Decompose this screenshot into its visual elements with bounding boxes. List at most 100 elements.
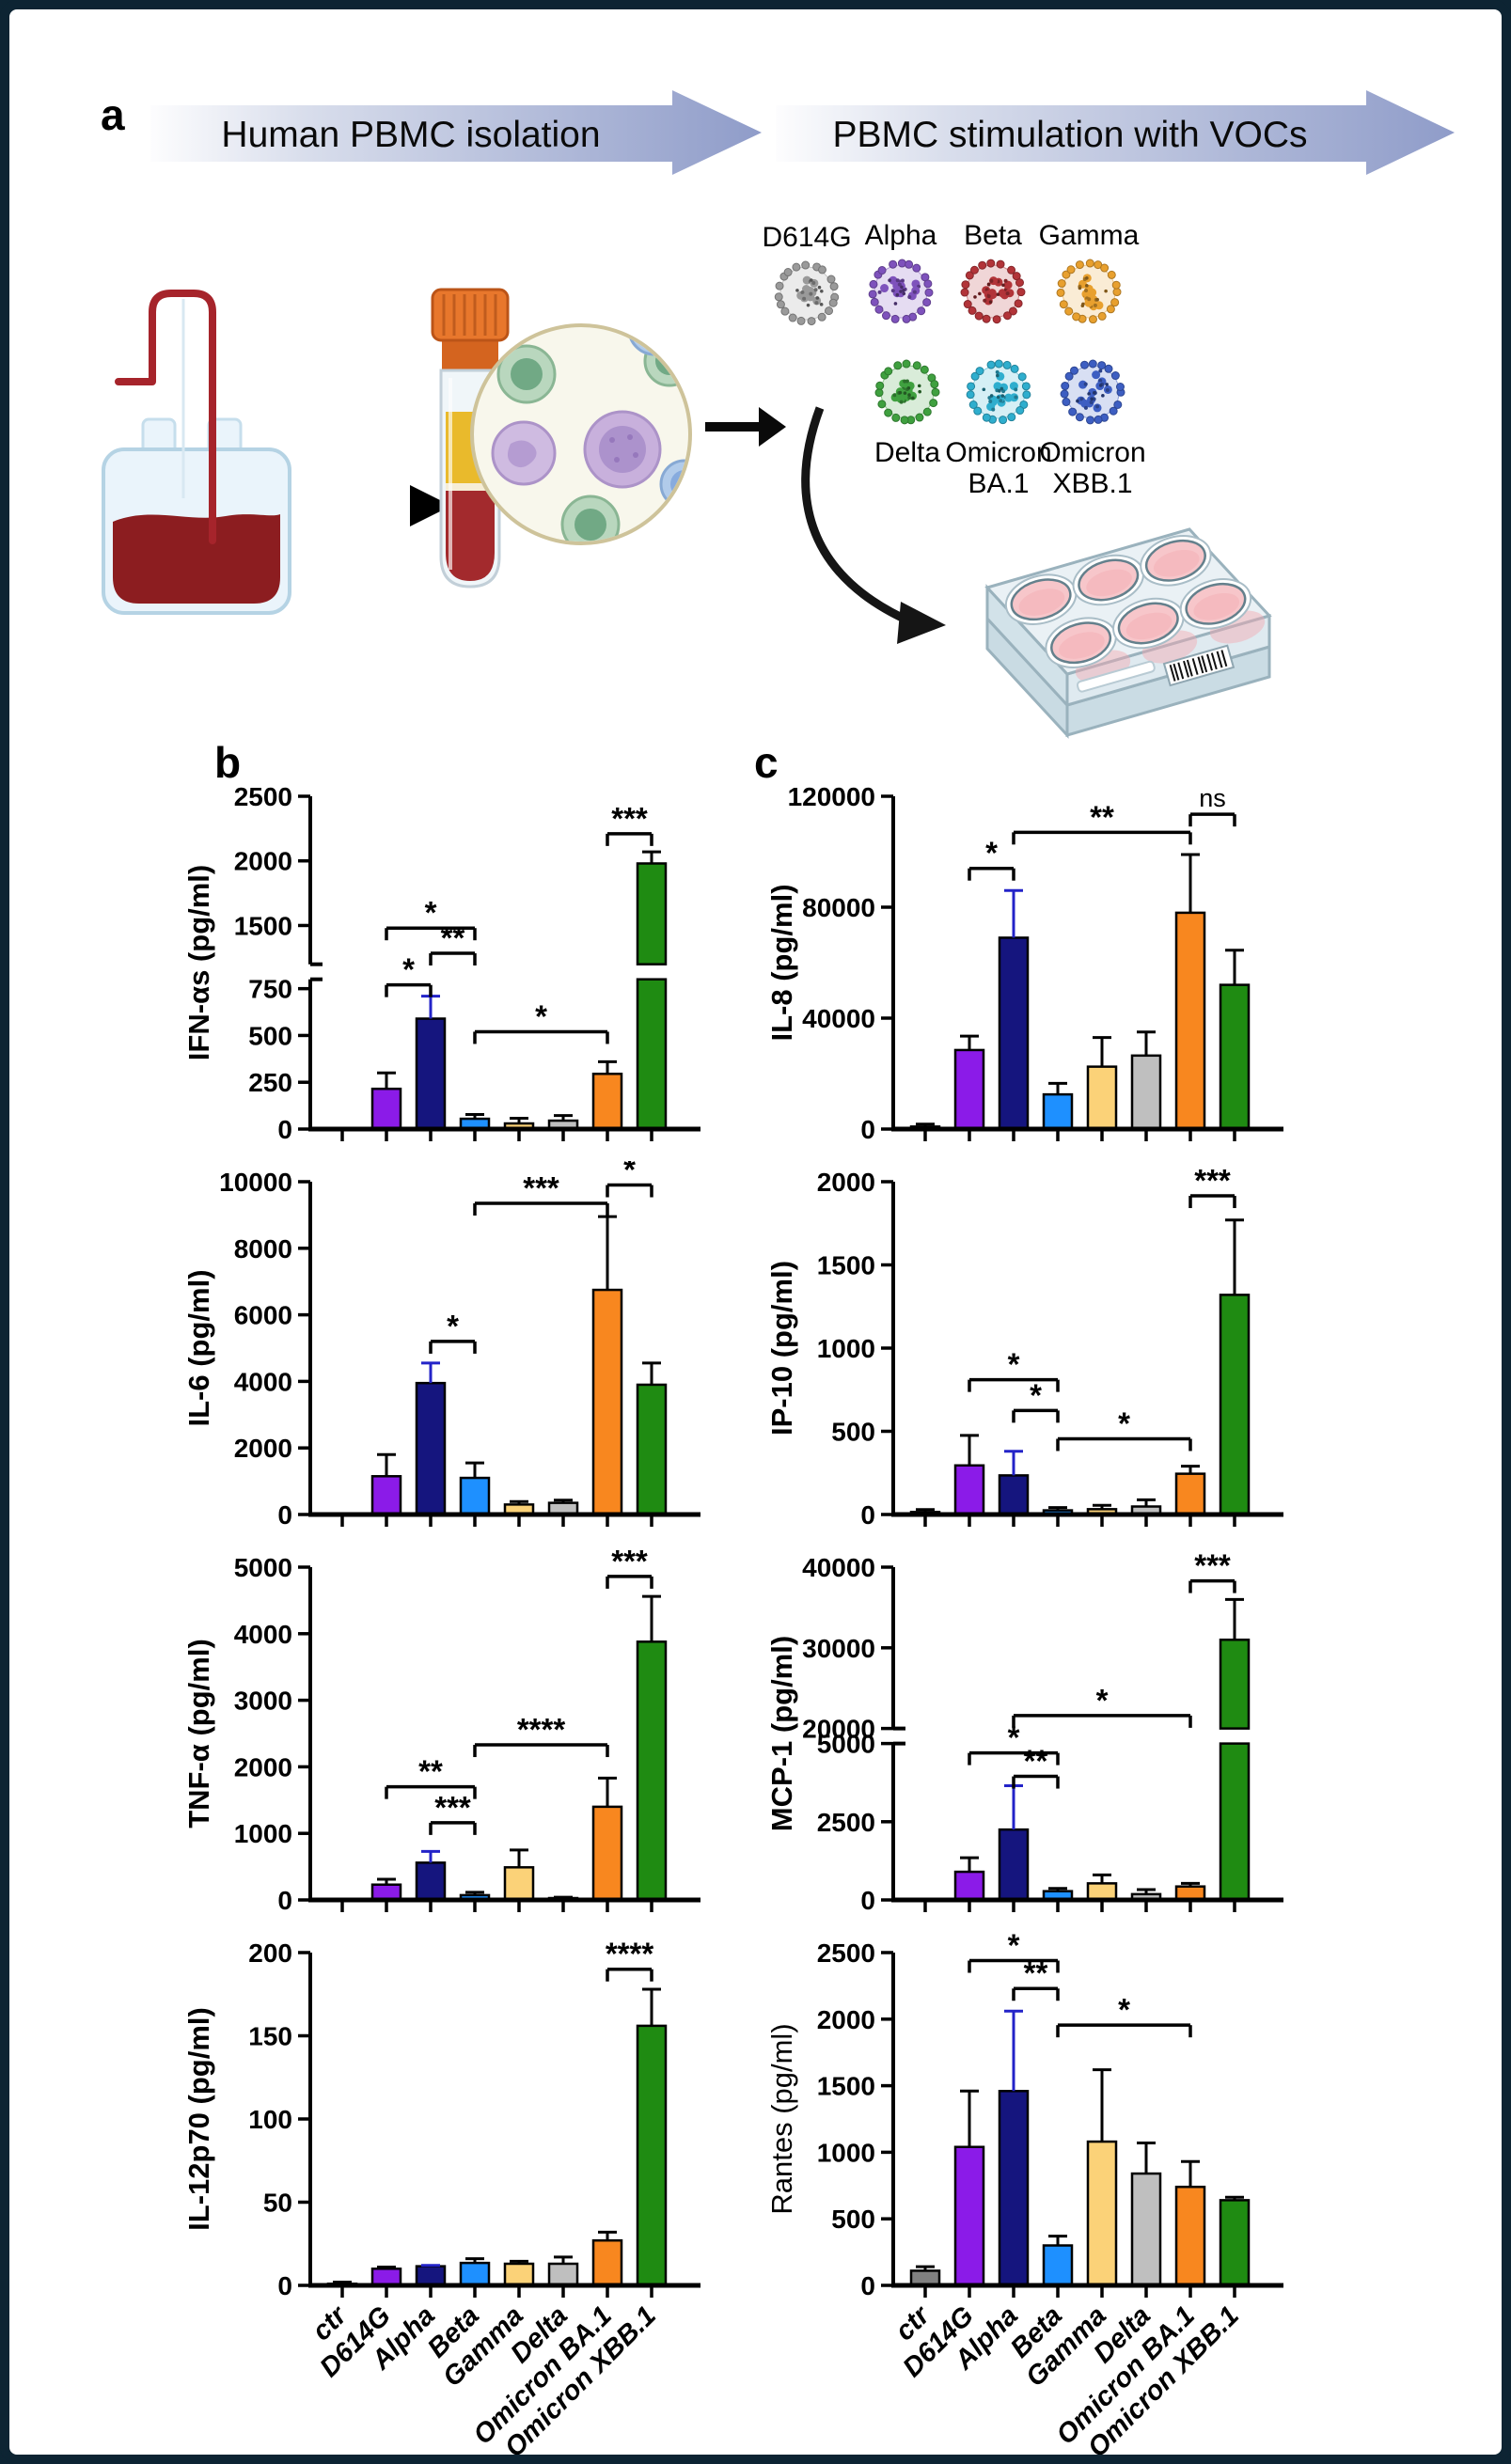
chart-ip-10: * * * *** 0 500 1000 1500 2000 IP-10 (pg/ml)	[743, 1161, 1316, 1551]
svg-text:0: 0	[860, 1500, 875, 1530]
svg-text:100: 100	[248, 2105, 292, 2134]
svg-text:**: **	[441, 920, 465, 955]
svg-text:*: *	[1118, 1405, 1130, 1440]
bar-Gamma	[1086, 1065, 1118, 1131]
sig-bracket: *	[473, 998, 609, 1044]
svg-text:Gamma: Gamma	[1039, 220, 1140, 251]
pbmc-magnifier-icon	[470, 323, 692, 545]
bar-D614G	[370, 1475, 402, 1516]
bar-Gamma	[503, 1866, 535, 1902]
y-axis-label: TNF-α (pg/ml)	[182, 1639, 215, 1828]
svg-text:1000: 1000	[234, 1819, 292, 1848]
bar-Beta	[1042, 2244, 1074, 2287]
y-axis-label: Rantes (pg/ml)	[765, 2023, 798, 2214]
svg-text:2000: 2000	[234, 1752, 292, 1781]
svg-text:2000: 2000	[817, 1168, 875, 1197]
svg-text:2500: 2500	[817, 1938, 875, 1968]
process-arrow-isolation-text: Human PBMC isolation	[221, 115, 600, 155]
bar-Omicron BA.1	[1174, 2185, 1206, 2287]
sig-bracket: **	[385, 1754, 477, 1799]
blood-bottle-icon	[102, 290, 291, 615]
bar-Alpha	[998, 936, 1030, 1131]
svg-text:*: *	[623, 1161, 636, 1187]
bar-Beta	[459, 2261, 491, 2287]
svg-text:*: *	[1030, 1377, 1042, 1412]
svg-text:4000: 4000	[234, 1367, 292, 1396]
bar-Beta	[459, 1476, 491, 1516]
svg-text:*: *	[535, 998, 547, 1033]
svg-text:500: 500	[248, 1021, 292, 1050]
virus-icon-delta	[874, 359, 940, 425]
bar-Alpha	[415, 1861, 447, 1902]
svg-text:150: 150	[248, 2022, 292, 2051]
svg-text:***: ***	[1194, 1548, 1231, 1583]
sig-bracket: **	[1012, 799, 1192, 845]
bars	[909, 2009, 1251, 2287]
sig-bracket: *	[1012, 1377, 1060, 1423]
panel-a-illustration: a Human PBMC isolation PBMC stimulation …	[101, 90, 1455, 739]
chart-tnf-a: ** *** **** *** 0 1000 2000 3000 4000 5000 TNF-α (…	[160, 1544, 733, 1937]
svg-text:2500: 2500	[817, 1808, 875, 1837]
sig-bracket: *	[429, 1309, 477, 1354]
bar-Omicron XBB.1	[1219, 1294, 1251, 1516]
svg-text:****: ****	[517, 1712, 566, 1747]
bar-D614G	[370, 2268, 402, 2287]
panel-a-label: a	[101, 90, 125, 139]
sig-bracket: ***	[1188, 1163, 1236, 1209]
svg-text:500: 500	[831, 1418, 875, 1447]
svg-text:10000: 10000	[219, 1168, 292, 1197]
axes: 0 500 1000 1500 2000 2500	[817, 1938, 1283, 2300]
process-arrow-stimulation-text: PBMC stimulation with VOCs	[833, 115, 1308, 155]
bar-Alpha	[415, 1381, 447, 1516]
svg-text:Omicron: Omicron	[945, 437, 1051, 468]
svg-text:250: 250	[248, 1068, 292, 1097]
svg-text:40000: 40000	[802, 1004, 875, 1033]
svg-text:*: *	[402, 952, 415, 987]
sig-bracket: *	[1056, 1992, 1192, 2038]
virus-icon-omicron-xbb-1	[1060, 359, 1125, 425]
chart-ifn-as: * * ** * *** 0 250 500 750 1500 2000 2500 IFN-αs (pg…	[160, 776, 733, 1166]
svg-text:20000: 20000	[802, 1715, 875, 1744]
svg-text:***: ***	[611, 801, 648, 836]
process-arrow-stimulation: PBMC stimulation with VOCs	[776, 90, 1455, 175]
svg-text:***: ***	[434, 1790, 471, 1825]
axes: 0 1000 2000 3000 4000 5000	[234, 1553, 700, 1915]
y-axis-label: IL-8 (pg/ml)	[765, 884, 798, 1041]
bar-Omicron XBB.1	[636, 862, 668, 965]
sig-bracket: **	[429, 920, 477, 966]
isolation-step-arrow-icon	[322, 485, 451, 526]
y-axis-label: IP-10 (pg/ml)	[765, 1261, 798, 1436]
svg-text:2000: 2000	[817, 2005, 875, 2034]
sig-bracket: *	[1012, 1683, 1192, 1728]
svg-text:*: *	[1008, 1720, 1020, 1755]
svg-text:Delta: Delta	[874, 437, 940, 468]
bar-Alpha	[415, 2265, 447, 2287]
svg-text:1500: 1500	[817, 1251, 875, 1280]
virus-icon-beta	[960, 259, 1026, 324]
panel-b-label: b	[214, 738, 242, 787]
stimulation-step-arrow-icon	[705, 407, 786, 447]
sig-bracket: *	[968, 1720, 1060, 1766]
svg-text:200: 200	[248, 1938, 292, 1968]
bar-Alpha	[998, 2090, 1030, 2287]
svg-text:0: 0	[277, 1886, 292, 1915]
sig-bracket: ***	[473, 1170, 609, 1216]
bar-Alpha	[998, 1828, 1030, 1902]
svg-text:4000: 4000	[234, 1620, 292, 1649]
sig-bracket: *	[385, 895, 477, 941]
svg-text:3000: 3000	[234, 1687, 292, 1716]
axes: 0 50 100 150 200	[248, 1938, 700, 2300]
bar-D614G	[953, 2145, 985, 2287]
sig-bracket: ****	[473, 1712, 609, 1758]
svg-text:1500: 1500	[234, 911, 292, 940]
svg-text:0: 0	[860, 1886, 875, 1915]
svg-text:**: **	[1024, 1955, 1048, 1990]
svg-text:1000: 1000	[817, 2138, 875, 2167]
svg-text:50: 50	[263, 2189, 292, 2218]
